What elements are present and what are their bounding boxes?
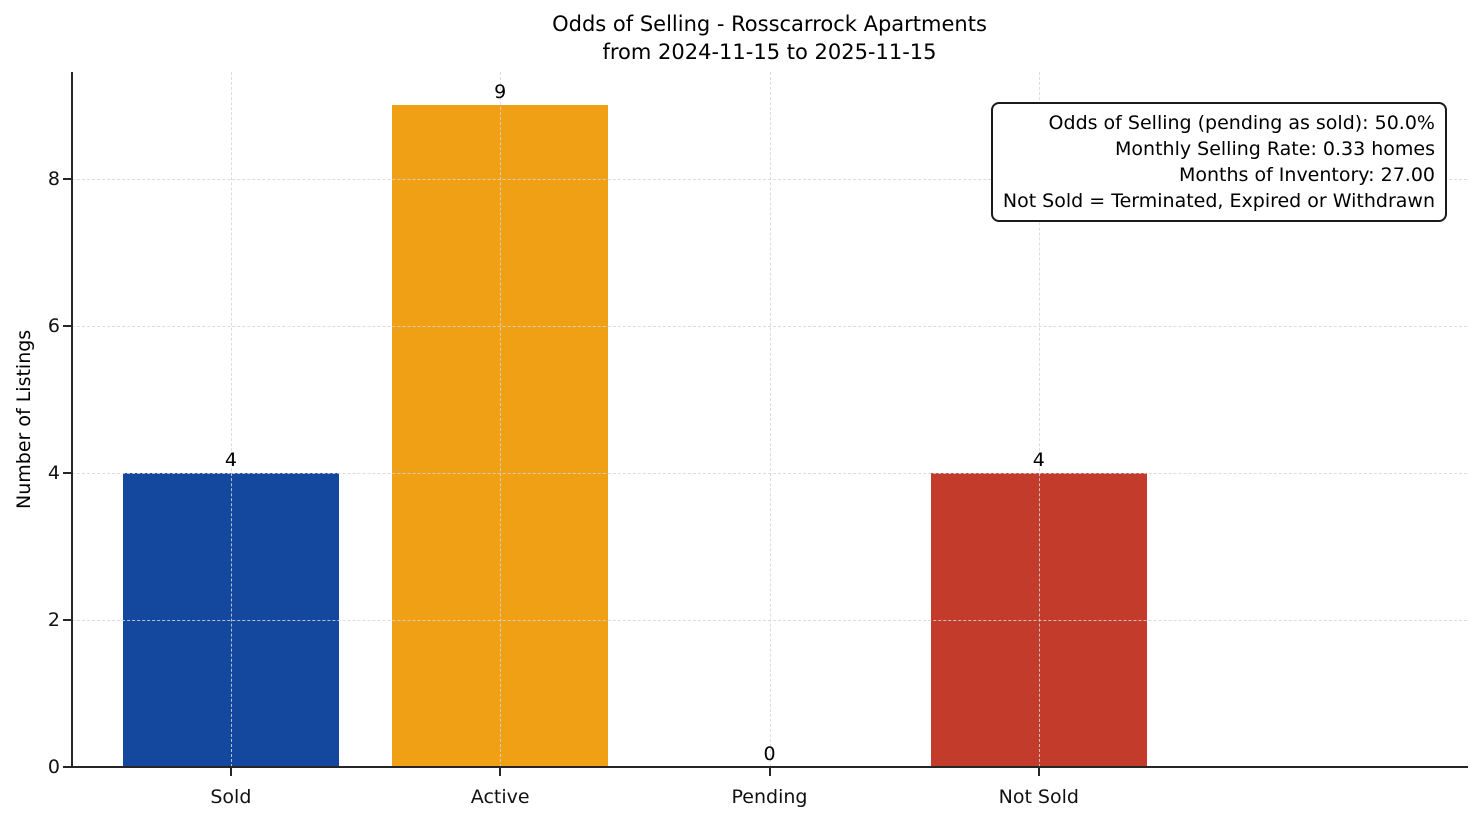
annotation-box: Odds of Selling (pending as sold): 50.0%… [990, 102, 1447, 222]
chart-title-line2: from 2024-11-15 to 2025-11-15 [602, 40, 937, 64]
x-tick-label-active: Active [470, 786, 530, 808]
annotation-line-1: Odds of Selling (pending as sold): 50.0% [1048, 112, 1435, 134]
gridline-x-pending [769, 72, 771, 767]
y-tick-mark-6 [63, 324, 71, 327]
y-axis-spine [71, 72, 73, 767]
y-tick-mark-0 [63, 766, 71, 768]
bar-value-label-pending: 0 [763, 743, 776, 765]
gridline-x-sold [230, 72, 232, 767]
y-tick-mark-8 [63, 177, 71, 180]
plot-area: 0 2 4 6 8 Sold Active Pending Not Sold 4 9 0 4 Odds … [48, 72, 1468, 808]
x-axis-spine [71, 766, 1468, 768]
y-tick-label-4: 4 [47, 461, 60, 484]
x-tick-mark-pending [768, 768, 771, 776]
chart-title: Odds of Selling - Rosscarrock Apartments… [72, 10, 1467, 66]
x-tick-mark-active [499, 768, 502, 776]
gridline-x-not-sold [1038, 72, 1040, 767]
y-tick-label-2: 2 [47, 608, 60, 631]
y-tick-label-0: 0 [47, 756, 60, 778]
x-tick-mark-not-sold [1037, 768, 1040, 776]
x-tick-label-not-sold: Not Sold [998, 786, 1079, 808]
y-tick-label-8: 8 [47, 167, 60, 190]
annotation-line-3: Months of Inventory: 27.00 [1178, 164, 1435, 186]
y-tick-mark-2 [63, 618, 71, 621]
y-tick-label-6: 6 [47, 314, 60, 337]
bar-value-label-active: 9 [494, 81, 507, 104]
x-tick-label-pending: Pending [731, 786, 808, 808]
x-tick-mark-sold [229, 768, 232, 776]
bar-value-label-not-sold: 4 [1032, 448, 1045, 471]
x-tick-label-sold: Sold [210, 786, 252, 808]
annotation-line-4: Not Sold = Terminated, Expired or Withdr… [1002, 190, 1435, 212]
y-tick-mark-4 [63, 471, 71, 474]
annotation-line-2: Monthly Selling Rate: 0.33 homes [1115, 138, 1435, 160]
gridline-x-active [500, 72, 502, 767]
bar-value-label-sold: 4 [224, 448, 237, 471]
chart-title-line1: Odds of Selling - Rosscarrock Apartments [552, 12, 987, 36]
